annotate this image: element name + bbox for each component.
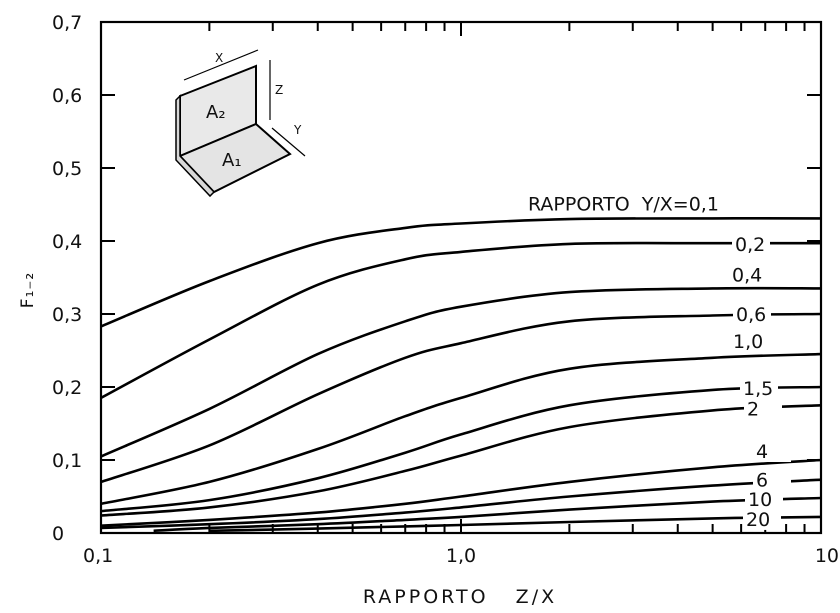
inset-dim-x xyxy=(183,49,259,81)
y-tick-label: 0,3 xyxy=(52,304,82,326)
inset-label-a2: A₂ xyxy=(206,102,226,123)
curve-series-1 xyxy=(100,217,822,328)
curve-series-9 xyxy=(100,478,822,530)
y-tick-label: 0,5 xyxy=(52,158,82,180)
curve-label-bg xyxy=(743,508,781,530)
curve-label: 0,6 xyxy=(736,304,766,326)
inset-dim-y xyxy=(271,127,306,157)
curve-label: 10 xyxy=(748,489,772,511)
curve-series-2 xyxy=(100,241,822,400)
x-tick-label: 10 xyxy=(815,545,839,567)
y-tick-label: 0,4 xyxy=(52,231,82,253)
curve-label: RAPPORTO Y/X=0,1 xyxy=(528,193,719,215)
curve-label-bg xyxy=(740,378,778,399)
curve-label-bg xyxy=(730,331,768,353)
inset-plate-side xyxy=(175,94,216,198)
curve-label-bg xyxy=(745,488,783,510)
curve-series-10 xyxy=(153,496,822,533)
curve-series-5 xyxy=(100,352,822,506)
y-axis-title: F₁₋₂ xyxy=(18,272,38,308)
y-tick-label: 0,1 xyxy=(52,450,82,472)
curve-label: 20 xyxy=(746,509,770,531)
curve-label-bg xyxy=(744,398,782,420)
curve-label-bg xyxy=(729,264,767,286)
curve-series-6 xyxy=(100,385,822,513)
curve-series-3 xyxy=(100,286,822,458)
curve-label: 0,4 xyxy=(732,264,762,286)
curve-series-11 xyxy=(209,515,822,533)
y-tick-label: 0,6 xyxy=(52,85,82,107)
x-tick-label: 0,1 xyxy=(83,545,113,567)
curve-label: 2 xyxy=(747,398,759,420)
curve-label: 6 xyxy=(756,470,768,492)
curves xyxy=(100,217,822,533)
curve-label-bg xyxy=(753,441,791,462)
inset-label-y: Y xyxy=(293,123,302,137)
y-tick-label: 0,7 xyxy=(52,12,82,34)
y-tick-label: 0 xyxy=(52,523,64,545)
curve-label: 1,0 xyxy=(733,331,763,353)
x-tick-labels: 0,1 1,0 10 xyxy=(83,545,839,567)
y-tick-labels: 0 0,1 0,2 0,3 0,4 0,5 0,6 0,7 xyxy=(52,12,82,545)
curve-label-bg xyxy=(753,469,791,491)
x-axis-title: RAPPORTO Z/X xyxy=(363,586,557,608)
curve-label: 4 xyxy=(756,441,768,463)
inset-label-z: Z xyxy=(275,83,283,97)
curve-label-bg xyxy=(733,304,771,325)
curve-label-bg xyxy=(732,234,770,256)
inset-label-x: X xyxy=(215,51,223,65)
curve-label-bg xyxy=(525,193,791,215)
y-tick-label: 0,2 xyxy=(52,377,82,399)
inset-diagram: X Z Y A₂ A₁ xyxy=(175,49,306,198)
curve-label: 1,5 xyxy=(743,378,773,400)
curve-label: 0,2 xyxy=(735,234,765,256)
curve-series-7 xyxy=(100,404,822,517)
curve-series-4 xyxy=(100,312,822,484)
curve-series-8 xyxy=(100,458,822,527)
x-tick-label: 1,0 xyxy=(446,545,476,567)
inset-label-a1: A₁ xyxy=(222,150,242,171)
